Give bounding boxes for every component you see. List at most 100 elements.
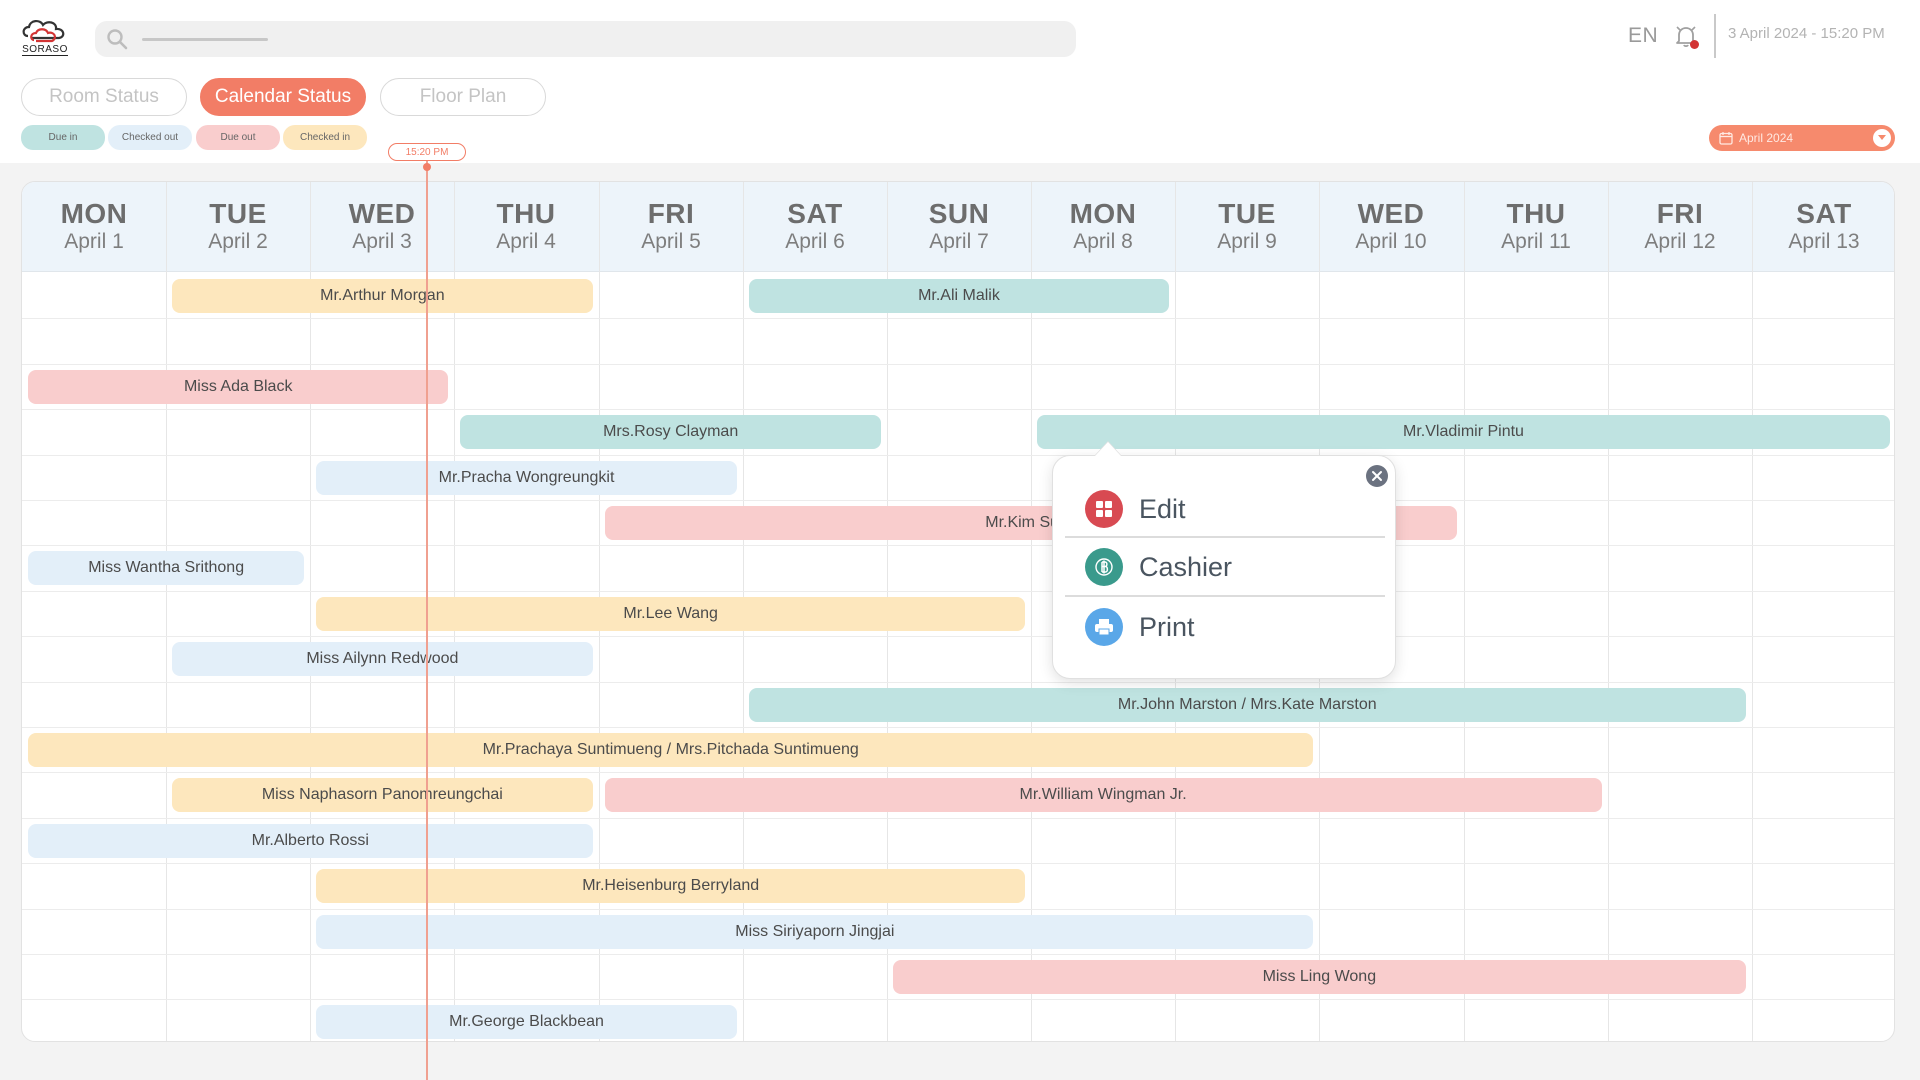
day-header: TUE April 2 (166, 182, 310, 272)
booking-bar[interactable]: Mr.Alberto Rossi (28, 823, 593, 858)
menu-divider (1065, 595, 1385, 597)
day-of-week: FRI (1656, 198, 1704, 229)
booking-bar[interactable]: Miss Ailynn Redwood (172, 641, 593, 676)
menu-item-print[interactable]: Print (1065, 599, 1385, 655)
menu-item-edit[interactable]: Edit (1065, 481, 1385, 537)
menu-item-label: Print (1139, 611, 1195, 642)
booking-bar[interactable]: Miss Ling Wong (892, 959, 1746, 994)
day-header: WED April 10 (1319, 182, 1463, 272)
booking-bar[interactable]: Mr.Heisenburg Berryland (316, 868, 1026, 903)
grid-row-divider (22, 999, 1894, 1000)
language-switcher[interactable]: EN (1628, 24, 1659, 47)
tab-floor-plan[interactable]: Floor Plan (380, 78, 546, 116)
day-date: April 6 (785, 230, 845, 253)
day-date: April 9 (1217, 230, 1277, 253)
day-date: April 13 (1788, 230, 1860, 253)
search-bar[interactable] (95, 21, 1076, 57)
grid-row-divider (22, 455, 1894, 456)
booking-bar[interactable]: Miss Siriyaporn Jingjai (316, 914, 1314, 949)
search-icon (107, 29, 128, 50)
grid-row-divider (22, 863, 1894, 864)
booking-bar[interactable]: Mr.Arthur Morgan (172, 278, 593, 313)
current-time-marker: 15:20 PM (388, 143, 466, 161)
grid-column-divider (1464, 182, 1465, 1041)
booking-bar[interactable]: Mr.John Marston / Mrs.Kate Marston (748, 687, 1746, 722)
booking-bar[interactable]: Miss Naphasorn Panomreungchai (172, 777, 593, 812)
menu-divider (1065, 536, 1385, 538)
notification-badge (1690, 40, 1699, 49)
booking-bar[interactable]: Mr.George Blackbean (316, 1004, 737, 1039)
menu-item-cashier[interactable]: Cashier (1065, 539, 1385, 595)
calendar-grid: MON April 1 TUE April 2 WED April 3 THU April 4… (21, 181, 1895, 1042)
day-of-week: WED (348, 198, 416, 229)
day-header: MON April 1 (22, 182, 166, 272)
booking-bar[interactable]: Miss Ada Black (28, 369, 449, 404)
booking-bar[interactable]: Mrs.Rosy Clayman (460, 414, 881, 449)
day-of-week: SAT (787, 198, 843, 229)
booking-bar[interactable]: Mr.Prachaya Suntimueng / Mrs.Pitchada Su… (28, 732, 1314, 767)
day-header: THU April 11 (1464, 182, 1608, 272)
baht-icon (1085, 548, 1123, 586)
booking-bar[interactable]: Mr.Ali Malik (748, 278, 1170, 313)
legend-due-out: Due out (196, 125, 280, 150)
day-of-week: FRI (647, 198, 695, 229)
day-date: April 2 (208, 230, 268, 253)
grid-row-divider (22, 772, 1894, 773)
booking-bar[interactable]: Mr.William Wingman Jr. (604, 777, 1602, 812)
grid-row-divider (22, 818, 1894, 819)
close-button[interactable] (1366, 465, 1388, 487)
day-of-week: MON (60, 198, 128, 229)
menu-item-label: Edit (1139, 493, 1186, 524)
grid-row-divider (22, 409, 1894, 410)
grid-row-divider (22, 909, 1894, 910)
month-selector-value: April 2024 (1739, 131, 1794, 145)
booking-context-menu: Edit Cashier Print (1052, 442, 1396, 679)
current-time-line (426, 161, 428, 1080)
popup-caret (1095, 442, 1121, 456)
day-date: April 4 (496, 230, 556, 253)
legend-checked-in: Checked in (283, 125, 367, 150)
grid-column-divider (1608, 182, 1609, 1041)
day-of-week: SUN (928, 198, 990, 229)
grid-row-divider (22, 954, 1894, 955)
current-datetime: 3 April 2024 - 15:20 PM (1728, 25, 1885, 42)
day-header: WED April 3 (310, 182, 454, 272)
menu-item-label: Cashier (1139, 551, 1233, 582)
booking-bar[interactable]: Miss Wantha Srithong (28, 550, 305, 585)
brand-logo[interactable]: SORASO (18, 16, 72, 62)
day-header: FRI April 5 (599, 182, 743, 272)
search-input[interactable] (135, 21, 1065, 57)
grid-row-divider (22, 364, 1894, 365)
tab-calendar-status[interactable]: Calendar Status (200, 78, 366, 116)
day-of-week: SAT (1796, 198, 1852, 229)
brand-name: SORASO (22, 44, 68, 56)
tab-room-status[interactable]: Room Status (21, 78, 187, 116)
day-date: April 1 (64, 230, 124, 253)
day-date: April 10 (1355, 230, 1427, 253)
day-date: April 3 (352, 230, 412, 253)
day-of-week: TUE (209, 198, 267, 229)
day-header: TUE April 9 (1175, 182, 1319, 272)
close-icon (1372, 471, 1382, 481)
day-header: MON April 8 (1031, 182, 1175, 272)
booking-bar[interactable]: Mr.Vladimir Pintu (1037, 414, 1890, 449)
grid-column-divider (166, 182, 167, 1041)
grid-icon (1085, 490, 1123, 528)
bell-icon (1676, 26, 1696, 48)
day-header: THU April 4 (454, 182, 598, 272)
grid-column-divider (310, 182, 311, 1041)
logo-mark-icon (22, 20, 65, 43)
grid-row-divider (22, 545, 1894, 546)
month-selector[interactable]: April 2024 (1709, 125, 1895, 151)
day-of-week: THU (1506, 198, 1566, 229)
day-date: April 5 (641, 230, 701, 253)
chevron-down-icon[interactable] (1873, 129, 1891, 147)
current-time-dot (423, 163, 431, 171)
booking-bar[interactable]: Mr.Pracha Wongreungkit (316, 460, 737, 495)
booking-bar[interactable]: Mr.Lee Wang (316, 596, 1026, 631)
grid-row-divider (22, 500, 1894, 501)
notification-button[interactable] (1674, 24, 1700, 50)
top-bar: SORASO EN 3 April 2024 - 15:20 PM Room S… (0, 0, 1920, 163)
day-date: April 12 (1644, 230, 1716, 253)
grid-row-divider (22, 591, 1894, 592)
